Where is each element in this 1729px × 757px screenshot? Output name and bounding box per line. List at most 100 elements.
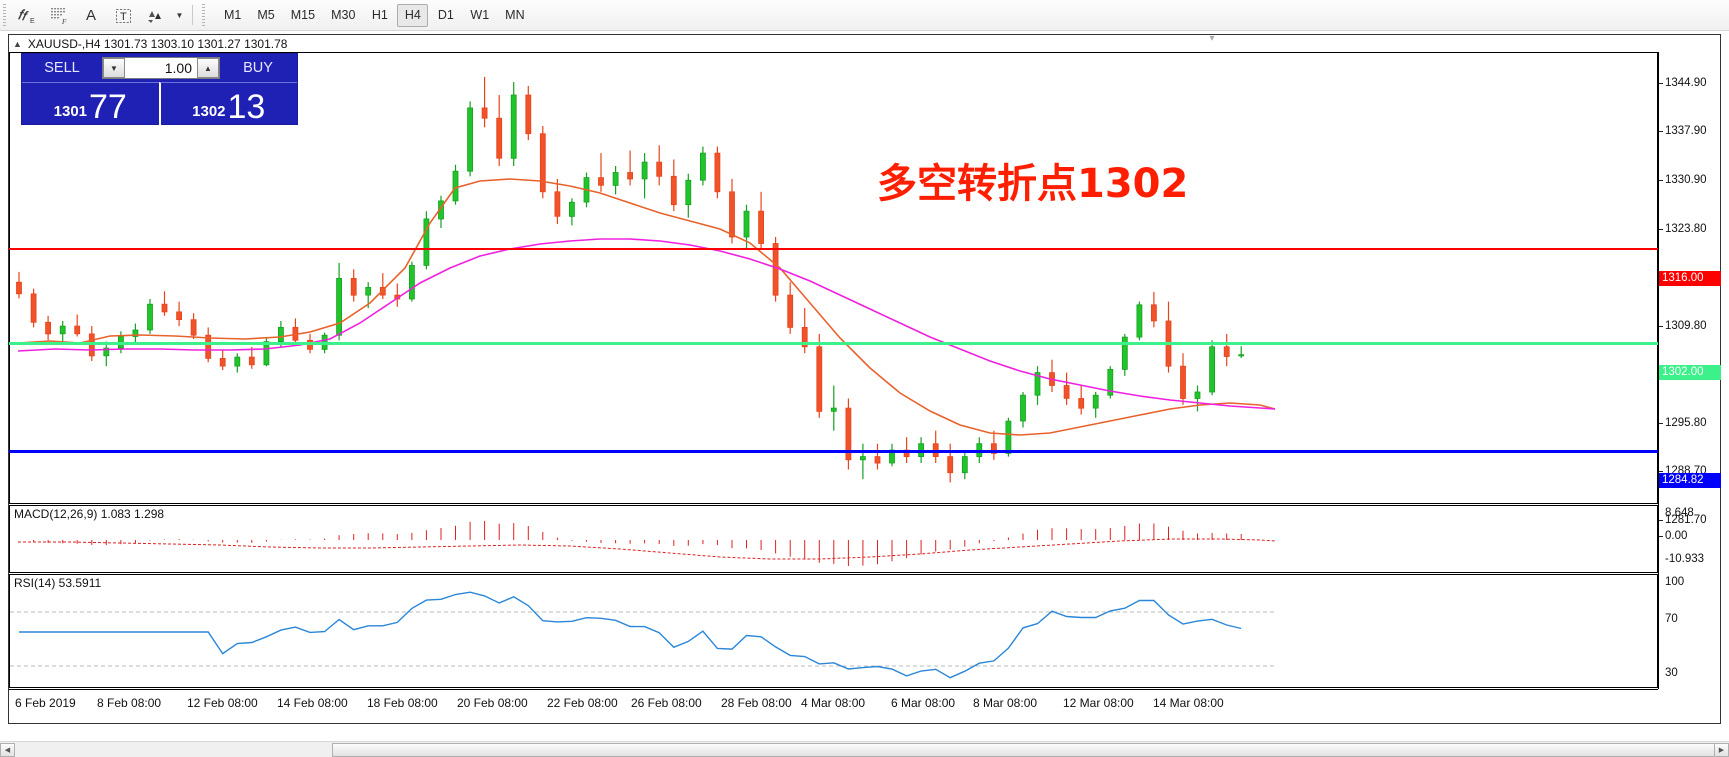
svg-text:T: T [120, 11, 127, 23]
data-window-grid-icon[interactable]: F [44, 1, 74, 29]
timeframe-m5[interactable]: M5 [257, 8, 275, 22]
toolbar-separator [192, 5, 193, 25]
time-scale[interactable]: 6 Feb 2019 8 Feb 08:00 12 Feb 08:00 14 F… [9, 689, 1658, 723]
scroll-right-button[interactable]: ▶ [1714, 743, 1729, 757]
timeframe-m1[interactable]: M1 [224, 8, 242, 22]
objects-dropdown-caret-icon[interactable]: ▼ [172, 1, 186, 29]
volume-increment-button[interactable]: ▲ [197, 58, 219, 78]
main-toolbar: 𝑓 𝑓 E F A T [0, 0, 1729, 31]
macd-scale-label: 0.00 [1665, 530, 1688, 542]
macd-chart-svg [18, 520, 1276, 566]
rsi-scale-label: 70 [1665, 613, 1678, 625]
rsi-pane[interactable]: RSI(14) 53.5911 [9, 574, 1658, 688]
support-line[interactable] [9, 450, 1658, 453]
buy-price-pips: 13 [227, 88, 266, 126]
chevron-down-icon: ▼ [110, 63, 118, 73]
time-tick: 8 Feb 08:00 [97, 696, 162, 710]
time-tick: 14 Mar 08:00 [1153, 696, 1224, 710]
buy-price-prefix: 1302 [192, 103, 226, 120]
rsi-scale-label: 100 [1665, 576, 1685, 588]
macd-scale-label: 8.648 [1665, 507, 1694, 519]
buy-button[interactable]: BUY [243, 60, 273, 76]
sell-price-quote[interactable]: 1301 77 [22, 82, 159, 126]
objects-icon[interactable] [140, 1, 170, 29]
time-tick: 8 Mar 08:00 [973, 696, 1038, 710]
time-tick: 14 Feb 08:00 [277, 696, 348, 710]
rsi-label: RSI(14) 53.5911 [14, 576, 102, 590]
timeframe-mn[interactable]: MN [505, 8, 525, 22]
timeframe-m15[interactable]: M15 [290, 8, 316, 22]
timeframe-d1[interactable]: D1 [437, 8, 454, 22]
collapse-triangle-icon[interactable]: ▲ [13, 38, 22, 49]
price-tick-label: 1281.70 [1665, 514, 1707, 526]
chart-shift-handle-icon[interactable]: ▾ [1209, 33, 1215, 44]
volume-decrement-button[interactable]: ▼ [103, 58, 125, 78]
time-tick: 22 Feb 08:00 [547, 696, 618, 710]
svg-text:F: F [61, 18, 67, 25]
macd-signal-line [18, 538, 1276, 560]
oct-top-row: SELL ▼ 1.00 ▲ BUY [22, 54, 297, 82]
pivot-price-label: 1302.00 [1659, 365, 1721, 380]
toolbar-grip-2[interactable] [202, 4, 209, 26]
chart-annotation-text[interactable]: 多空转折点1302 [877, 161, 1189, 207]
support-price-label: 1284.82 [1659, 473, 1721, 488]
timeframe-w1[interactable]: W1 [470, 8, 490, 22]
price-tick-label: 1323.80 [1665, 223, 1707, 235]
symbol-ohlc-text: XAUUSD-,H4 1301.73 1303.10 1301.27 1301.… [27, 36, 288, 51]
oct-price-row: 1301 77 1302 13 [22, 82, 297, 126]
svg-text:𝑓: 𝑓 [18, 7, 26, 22]
sell-price-pips: 77 [89, 88, 127, 126]
time-tick: 20 Feb 08:00 [457, 696, 528, 710]
rsi-scale-label: 30 [1665, 667, 1678, 679]
caret-glyph: ▼ [175, 10, 184, 20]
candlestick-series [16, 76, 1245, 483]
macd-pane[interactable]: MACD(12,26,9) 1.083 1.298 [9, 505, 1658, 573]
macd-scale-label: -10.933 [1665, 553, 1705, 565]
expert-advisor-icon[interactable]: 𝑓 𝑓 E [12, 1, 42, 29]
ma-orange-line [17, 178, 1276, 436]
time-tick: 18 Feb 08:00 [367, 696, 438, 710]
text-box-icon[interactable]: T [108, 1, 138, 29]
sell-button[interactable]: SELL [44, 60, 80, 76]
price-tick-label: 1344.90 [1665, 77, 1707, 89]
time-tick: 4 Mar 08:00 [801, 696, 866, 710]
timeframe-m30[interactable]: M30 [331, 8, 356, 22]
time-tick: 6 Feb 2019 [15, 696, 76, 710]
resistance-line[interactable] [9, 248, 1658, 250]
resistance-price-label: 1316.00 [1659, 271, 1721, 286]
buy-price-quote[interactable]: 1302 13 [158, 82, 297, 126]
scroll-left-button[interactable]: ◀ [0, 743, 15, 757]
rsi-chart-svg [10, 591, 1275, 679]
toolbar-grip-1[interactable] [3, 4, 10, 26]
chart-area[interactable]: ▲ XAUUSD-,H4 1301.73 1303.10 1301.27 130… [8, 34, 1721, 724]
pivot-line[interactable] [9, 342, 1658, 345]
horizontal-scrollbar[interactable]: ◀ ▶ [0, 741, 1729, 757]
symbol-quote-line: ▲ XAUUSD-,H4 1301.73 1303.10 1301.27 130… [9, 35, 1720, 52]
rsi-line [19, 591, 1242, 679]
svg-text:𝑓: 𝑓 [21, 9, 29, 23]
text-label-icon[interactable]: A [85, 6, 96, 24]
price-chart-svg [16, 76, 1276, 483]
volume-stepper[interactable]: ▼ 1.00 ▲ [102, 57, 220, 79]
price-scale[interactable]: 1344.90 1337.90 1330.90 1323.80 1316.80 … [1658, 52, 1721, 689]
timeframe-h1[interactable]: H1 [371, 8, 388, 22]
scrollbar-thumb[interactable] [332, 743, 1722, 757]
price-pane[interactable] [9, 52, 1658, 504]
sell-price-prefix: 1301 [53, 103, 88, 120]
chevron-up-icon: ▲ [204, 63, 212, 73]
price-tick-label: 1337.90 [1665, 125, 1707, 137]
price-tick-label: 1309.80 [1665, 320, 1707, 332]
svg-text:E: E [30, 18, 35, 25]
timeframe-h4[interactable]: H4 [397, 3, 429, 27]
one-click-trading-panel[interactable]: SELL ▼ 1.00 ▲ BUY 1301 77 [21, 53, 298, 126]
price-tick-label: 1295.80 [1665, 417, 1707, 429]
price-tick-label: 1330.90 [1665, 174, 1707, 186]
time-tick: 6 Mar 08:00 [891, 696, 956, 710]
ma-magenta-line [17, 238, 1276, 410]
macd-label: MACD(12,26,9) 1.083 1.298 [14, 507, 165, 521]
time-tick: 12 Mar 08:00 [1063, 696, 1134, 710]
time-tick: 26 Feb 08:00 [631, 696, 702, 710]
volume-input[interactable]: 1.00 [164, 60, 192, 76]
time-tick: 28 Feb 08:00 [721, 696, 792, 710]
